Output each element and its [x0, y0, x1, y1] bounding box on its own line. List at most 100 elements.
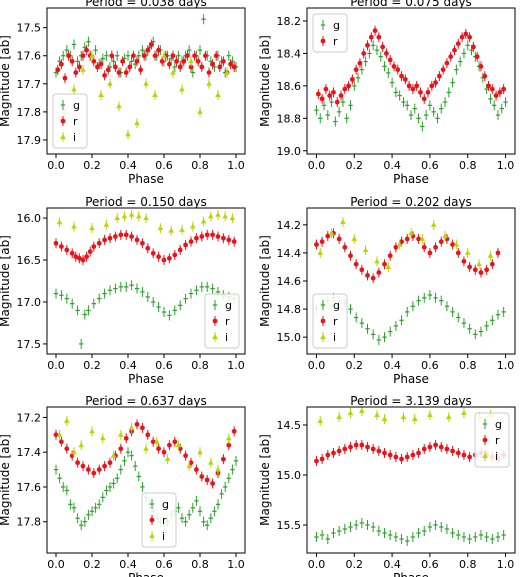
point-r [438, 444, 444, 450]
point-r [461, 258, 467, 264]
subplot-6: Period = 3.139 days 0.0 0.2 0.4 0.6 0.8 1.0 14.… [258, 394, 516, 577]
point-r [444, 446, 450, 452]
point-r [123, 435, 129, 441]
point-r [450, 448, 455, 454]
axes-frame [46, 406, 246, 554]
point-r [336, 448, 342, 454]
point-i [374, 258, 380, 264]
point-r [113, 64, 118, 70]
point-i [152, 92, 158, 98]
point-i [215, 92, 221, 98]
point-i [114, 215, 120, 221]
point-r [455, 41, 461, 47]
point-i [224, 69, 230, 75]
point-r [427, 250, 433, 256]
point-r [387, 253, 393, 259]
point-r [433, 80, 438, 86]
legend: gri [204, 293, 240, 349]
point-i [157, 225, 164, 231]
point-r [472, 267, 478, 273]
point-r [91, 470, 97, 476]
point-r [231, 239, 237, 244]
legend: gri [52, 93, 88, 149]
point-i [56, 431, 63, 437]
x-axis-label: Phase [128, 372, 164, 386]
subplot-title: Period = 0.038 days [85, 0, 207, 9]
x-tick-label: 0.6 [421, 359, 439, 372]
point-r [348, 253, 353, 259]
point-r [319, 96, 325, 102]
point-r [478, 64, 484, 69]
point-r [140, 425, 145, 431]
point-r [372, 28, 378, 34]
point-r [64, 446, 70, 452]
x-tick-label: 0.0 [308, 159, 326, 172]
x-tick-label: 0.6 [155, 159, 173, 172]
point-r [96, 240, 102, 246]
legend-marker-i [60, 134, 66, 139]
point-r [467, 34, 473, 40]
point-r [436, 73, 442, 79]
point-r [177, 446, 183, 452]
x-tick-label: 0.2 [83, 159, 101, 172]
legend-label-i: i [225, 331, 228, 344]
point-r [315, 91, 321, 97]
axes-frame [46, 207, 246, 355]
point-r [185, 53, 190, 59]
x-tick-label: 0.0 [47, 159, 65, 172]
point-r [319, 456, 325, 462]
point-i [78, 442, 84, 448]
point-i [89, 52, 95, 58]
point-r [497, 89, 503, 95]
legend-label-r: r [225, 315, 230, 328]
point-r [195, 58, 201, 64]
legend-box [474, 412, 510, 468]
point-r [91, 244, 97, 249]
point-r [404, 236, 410, 242]
point-r [323, 86, 329, 92]
point-r [459, 34, 465, 40]
point-r [455, 250, 461, 256]
point-r [113, 234, 118, 239]
point-i [359, 408, 365, 413]
point-r [342, 86, 348, 92]
point-r [376, 448, 382, 454]
point-r [348, 444, 353, 450]
point-i [179, 86, 185, 92]
x-tick-label: 0.8 [459, 558, 477, 571]
point-i [461, 410, 467, 415]
point-i [208, 213, 214, 219]
x-tick-label: 1.0 [227, 159, 245, 172]
series-g [53, 280, 237, 349]
point-r [393, 244, 399, 250]
x-tick-label: 0.2 [346, 359, 364, 372]
point-r [327, 93, 333, 98]
x-tick-label: 0.2 [346, 159, 364, 172]
legend: gri [141, 492, 177, 548]
point-r [77, 255, 82, 261]
legend-marker-r [212, 318, 218, 324]
point-i [143, 445, 149, 451]
y-tick-label: 18.2 [277, 15, 302, 28]
point-i [347, 410, 354, 415]
point-r [325, 233, 331, 239]
point-i [116, 103, 122, 109]
x-tick-label: 0.6 [421, 558, 439, 571]
point-i [197, 449, 203, 455]
point-r [145, 47, 151, 53]
y-tick-label: 18.4 [277, 47, 302, 60]
y-tick-label: 18.8 [277, 112, 302, 125]
x-tick-label: 0.2 [83, 558, 101, 571]
series-r [53, 419, 237, 489]
point-i [89, 428, 95, 434]
y-axis-label: Magnitude [ab] [0, 434, 12, 526]
point-r [471, 44, 476, 50]
point-r [210, 232, 216, 238]
point-r [194, 467, 199, 472]
point-r [450, 242, 455, 247]
point-r [213, 53, 219, 59]
y-tick-label: 17.5 [17, 22, 42, 35]
point-r [206, 70, 212, 75]
y-tick-label: 14.5 [277, 419, 302, 432]
data-points [53, 415, 239, 531]
